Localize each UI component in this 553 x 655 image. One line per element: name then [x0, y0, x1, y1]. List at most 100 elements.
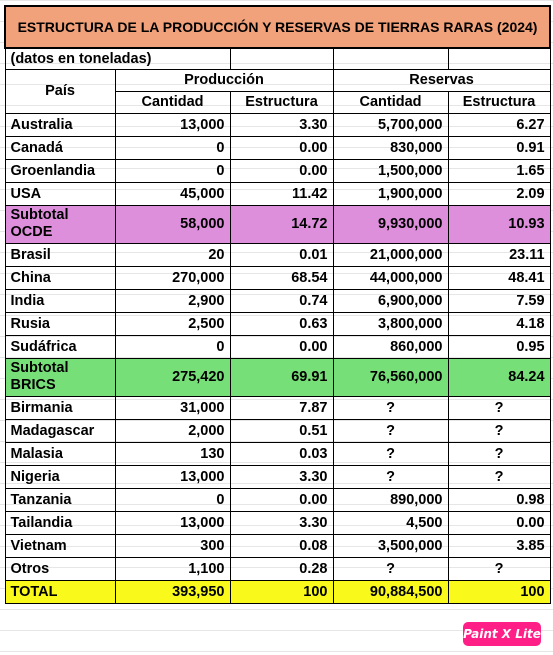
country-cell: Tanzania	[4, 487, 116, 512]
header-reserves: Reservas	[332, 68, 551, 92]
reserves-structure-cell: 100	[447, 579, 551, 604]
production-quantity-cell: 393,950	[114, 579, 231, 604]
table-row: USA 45,000 11.42 1,900,000 2.09	[4, 181, 551, 206]
reserves-structure-cell: 1.65	[447, 158, 551, 183]
production-quantity-cell: 45,000	[114, 181, 231, 206]
production-quantity-cell: 0	[114, 135, 231, 160]
production-structure-cell: 0.74	[229, 288, 334, 313]
production-structure-cell: 68.54	[229, 265, 334, 290]
production-quantity-cell: 0	[114, 158, 231, 183]
reserves-structure-cell: 0.00	[447, 510, 551, 535]
table-row: Sudáfrica 0 0.00 860,000 0.95	[4, 334, 551, 359]
reserves-structure-cell: 84.24	[447, 357, 551, 397]
reserves-structure-cell: 7.59	[447, 288, 551, 313]
production-quantity-cell: 130	[114, 441, 231, 466]
reserves-quantity-cell: 1,500,000	[332, 158, 449, 183]
production-quantity-cell: 270,000	[114, 265, 231, 290]
reserves-quantity-cell: 860,000	[332, 334, 449, 359]
reserves-quantity-cell: ?	[332, 395, 449, 420]
reserves-quantity-cell: 1,900,000	[332, 181, 449, 206]
production-quantity-cell: 2,900	[114, 288, 231, 313]
country-cell: Subtotal OCDE	[4, 204, 116, 244]
reserves-quantity-cell: 3,800,000	[332, 311, 449, 336]
production-structure-cell: 0.28	[229, 556, 334, 581]
note-row: (datos en toneladas)	[4, 47, 551, 70]
country-cell: Otros	[4, 556, 116, 581]
table-row: Australia 13,000 3.30 5,700,000 6.27	[4, 112, 551, 137]
country-cell: TOTAL	[4, 579, 116, 604]
country-cell: Subtotal BRICS	[4, 357, 116, 397]
reserves-structure-cell: 6.27	[447, 112, 551, 137]
empty-cell	[447, 47, 551, 70]
units-note: (datos en toneladas)	[4, 47, 231, 70]
reserves-quantity-cell: 890,000	[332, 487, 449, 512]
production-quantity-cell: 300	[114, 533, 231, 558]
table-row: Rusia 2,500 0.63 3,800,000 4.18	[4, 311, 551, 336]
table-title: ESTRUCTURA DE LA PRODUCCIÓN Y RESERVAS D…	[3, 5, 552, 49]
production-structure-cell: 3.30	[229, 464, 334, 489]
reserves-quantity-cell: ?	[332, 464, 449, 489]
reserves-structure-cell: 2.09	[447, 181, 551, 206]
table-row: TOTAL 393,950 100 90,884,500 100	[4, 579, 551, 604]
country-cell: Madagascar	[4, 418, 116, 443]
reserves-quantity-cell: 5,700,000	[332, 112, 449, 137]
header-production-quantity: Cantidad	[114, 90, 231, 114]
table-row: Tanzania 0 0.00 890,000 0.98	[4, 487, 551, 512]
header-row-1: País Producción Reservas	[4, 68, 551, 114]
production-structure-cell: 100	[229, 579, 334, 604]
reserves-quantity-cell: ?	[332, 418, 449, 443]
paint-x-lite-watermark: Paint X Lite	[463, 622, 541, 646]
empty-cell	[332, 47, 449, 70]
table-row: Otros 1,100 0.28??	[4, 556, 551, 581]
title-row: ESTRUCTURA DE LA PRODUCCIÓN Y RESERVAS D…	[3, 5, 552, 49]
reserves-structure-cell: 3.85	[447, 533, 551, 558]
country-cell: Birmania	[4, 395, 116, 420]
production-structure-cell: 0.03	[229, 441, 334, 466]
header-production-structure: Estructura	[229, 90, 334, 114]
table-row: Brasil 20 0.01 21,000,000 23.11	[4, 242, 551, 267]
country-cell: Nigeria	[4, 464, 116, 489]
production-quantity-cell: 1,100	[114, 556, 231, 581]
production-structure-cell: 0.00	[229, 135, 334, 160]
reserves-structure-cell: 48.41	[447, 265, 551, 290]
production-quantity-cell: 20	[114, 242, 231, 267]
country-cell: Brasil	[4, 242, 116, 267]
table-row: Malasia 130 0.03??	[4, 441, 551, 466]
production-quantity-cell: 13,000	[114, 112, 231, 137]
reserves-quantity-cell: 3,500,000	[332, 533, 449, 558]
table-row: Subtotal BRICS 275,420 69.91 76,560,000 84.2…	[4, 357, 551, 397]
production-quantity-cell: 13,000	[114, 464, 231, 489]
empty-cell	[229, 47, 334, 70]
table-row: Canadá 0 0.00 830,000 0.91	[4, 135, 551, 160]
table-row: Madagascar 2,000 0.51??	[4, 418, 551, 443]
production-quantity-cell: 31,000	[114, 395, 231, 420]
table-row: Nigeria 13,000 3.30??	[4, 464, 551, 489]
production-structure-cell: 14.72	[229, 204, 334, 244]
reserves-structure-cell: 0.95	[447, 334, 551, 359]
country-cell: Tailandia	[4, 510, 116, 535]
reserves-quantity-cell: ?	[332, 556, 449, 581]
header-production: Producción	[114, 68, 334, 92]
country-cell: Rusia	[4, 311, 116, 336]
production-quantity-cell: 2,000	[114, 418, 231, 443]
production-structure-cell: 0.01	[229, 242, 334, 267]
table-row: Birmania 31,000 7.87??	[4, 395, 551, 420]
production-quantity-cell: 58,000	[114, 204, 231, 244]
table-row: Groenlandia 0 0.00 1,500,000 1.65	[4, 158, 551, 183]
production-quantity-cell: 2,500	[114, 311, 231, 336]
production-structure-cell: 3.30	[229, 510, 334, 535]
header-country: País	[4, 68, 116, 114]
production-quantity-cell: 0	[114, 334, 231, 359]
reserves-quantity-cell: 90,884,500	[332, 579, 449, 604]
rare-earths-table: ESTRUCTURA DE LA PRODUCCIÓN Y RESERVAS D…	[3, 5, 552, 604]
header-row-2: Cantidad Estructura Cantidad Estructura	[5, 90, 551, 114]
reserves-structure-cell: ?	[447, 441, 551, 466]
production-structure-cell: 0.51	[229, 418, 334, 443]
header-reserves-quantity: Cantidad	[332, 90, 449, 114]
reserves-structure-cell: ?	[447, 464, 551, 489]
country-cell: Australia	[4, 112, 116, 137]
reserves-quantity-cell: 76,560,000	[332, 357, 449, 397]
production-structure-cell: 0.08	[229, 533, 334, 558]
reserves-quantity-cell: ?	[332, 441, 449, 466]
reserves-quantity-cell: 830,000	[332, 135, 449, 160]
